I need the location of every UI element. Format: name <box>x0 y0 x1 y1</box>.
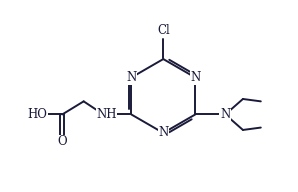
Text: Cl: Cl <box>157 24 170 37</box>
Text: NH: NH <box>96 108 117 121</box>
Text: O: O <box>58 135 67 148</box>
Text: N: N <box>190 71 200 84</box>
Text: N: N <box>126 71 136 84</box>
Text: N: N <box>220 108 230 121</box>
Text: HO: HO <box>27 108 47 121</box>
Text: N: N <box>158 126 168 139</box>
